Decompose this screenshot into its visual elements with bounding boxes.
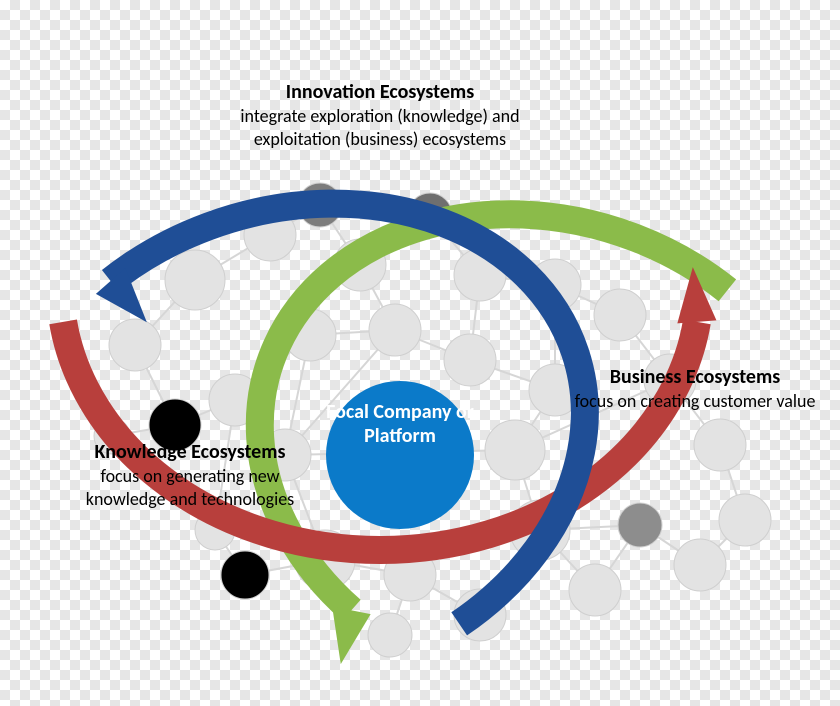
knowledge-label: Knowledge Ecosystems focus on generating… <box>60 440 320 510</box>
innovation-title: Innovation Ecosystems <box>210 80 550 105</box>
business-title: Business Ecosystems <box>570 365 820 390</box>
business-label: Business Ecosystems focus on creating cu… <box>570 365 820 413</box>
diagram-stage: Innovation Ecosystems integrate explorat… <box>0 0 840 706</box>
focal-label: Focal Company or Platform <box>326 400 474 448</box>
business-subtitle: focus on creating customer value <box>570 390 820 413</box>
knowledge-subtitle: focus on generating new knowledge and te… <box>60 465 320 510</box>
knowledge-title: Knowledge Ecosystems <box>60 440 320 465</box>
innovation-subtitle: integrate exploration (knowledge) and ex… <box>210 105 550 150</box>
innovation-label: Innovation Ecosystems integrate explorat… <box>210 80 550 150</box>
